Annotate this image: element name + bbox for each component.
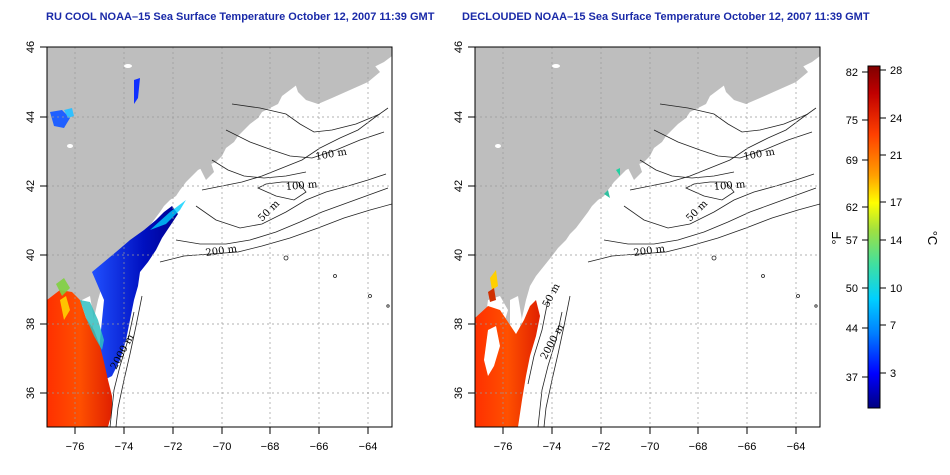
left-x-tick--68: −68	[261, 441, 280, 453]
left-contour-label-200m: 200 m	[205, 244, 238, 259]
colorbar-c-tick-14: 14	[890, 235, 902, 247]
right-gridlines	[475, 47, 820, 427]
colorbar-fahrenheit-unit: °F	[829, 231, 844, 244]
colorbar-c-tick-21: 21	[890, 150, 902, 162]
left-y-tick-38: 38	[25, 318, 37, 330]
colorbar-c-tick-3: 3	[890, 368, 896, 380]
right-y-tick-40: 40	[453, 249, 465, 261]
left-y-tick-40: 40	[25, 249, 37, 261]
left-x-tick--64: −64	[359, 441, 378, 453]
colorbar-c-tick-17: 17	[890, 197, 902, 209]
right-y-tick-38: 38	[453, 318, 465, 330]
right-contour-label-200m: 200 m	[633, 244, 666, 259]
colorbar-c-tick-7: 7	[890, 320, 896, 332]
left-contour-label-100m-b: 100 m	[285, 179, 318, 193]
right-panel-title: DECLOUDED NOAA–15 Sea Surface Temperatur…	[462, 11, 870, 23]
left-map-panel: 100 m 100 m 50 m 200 m 2000 m 46 44 42 4…	[25, 41, 393, 453]
left-sst-cool-region	[92, 206, 178, 380]
right-plot-frame	[474, 46, 821, 428]
right-x-tick--66: −66	[738, 441, 757, 453]
left-x-tick--66: −66	[310, 441, 329, 453]
right-x-tick--74: −74	[543, 441, 562, 453]
colorbar-f-tick-37: 37	[846, 372, 858, 384]
colorbar-f-tick-62: 62	[846, 202, 858, 214]
left-y-tick-44: 44	[25, 111, 37, 123]
right-x-tick--68: −68	[689, 441, 708, 453]
colorbar-f-tick-75: 75	[846, 115, 858, 127]
right-y-tick-36: 36	[453, 387, 465, 399]
left-x-tick--70: −70	[213, 441, 232, 453]
right-land-mass	[475, 47, 820, 427]
left-y-tick-42: 42	[25, 180, 37, 192]
colorbar-f-tick-82: 82	[846, 67, 858, 79]
left-y-tick-36: 36	[25, 387, 37, 399]
left-land-mass	[47, 47, 392, 427]
left-x-tick--76: −76	[66, 441, 85, 453]
colorbar-c-tick-24: 24	[890, 113, 902, 125]
colorbar-c-tick-10: 10	[890, 283, 902, 295]
left-plot-frame	[46, 46, 393, 428]
left-y-tick-46: 46	[25, 41, 37, 53]
right-x-tick--72: −72	[592, 441, 611, 453]
right-x-tick--76: −76	[494, 441, 513, 453]
right-map-panel: 100 m 100 m 50 m 200 m 50 m 2000 m 46 44…	[453, 41, 821, 453]
colorbar-c-tick-28: 28	[890, 65, 902, 77]
right-x-tick--64: −64	[787, 441, 806, 453]
colorbar-f-tick-57: 57	[846, 235, 858, 247]
temperature-colorbar: 82 75 69 62 57 50 44 37 28 24 21 17 14 1…	[829, 65, 940, 409]
left-panel-title: RU COOL NOAA–15 Sea Surface Temperature …	[46, 11, 435, 23]
colorbar-f-tick-44: 44	[846, 323, 858, 335]
left-x-tick--72: −72	[164, 441, 183, 453]
right-y-tick-42: 42	[453, 180, 465, 192]
right-y-tick-44: 44	[453, 111, 465, 123]
right-contour-label-100m-b: 100 m	[713, 179, 746, 193]
right-x-tick--70: −70	[641, 441, 660, 453]
colorbar-celsius-unit: °C	[925, 231, 940, 246]
left-x-tick--74: −74	[115, 441, 134, 453]
right-y-tick-46: 46	[453, 41, 465, 53]
colorbar-gradient	[867, 65, 881, 409]
colorbar-f-tick-50: 50	[846, 283, 858, 295]
left-bathymetry-contours	[109, 103, 392, 427]
colorbar-f-tick-69: 69	[846, 155, 858, 167]
left-gridlines	[47, 47, 392, 427]
